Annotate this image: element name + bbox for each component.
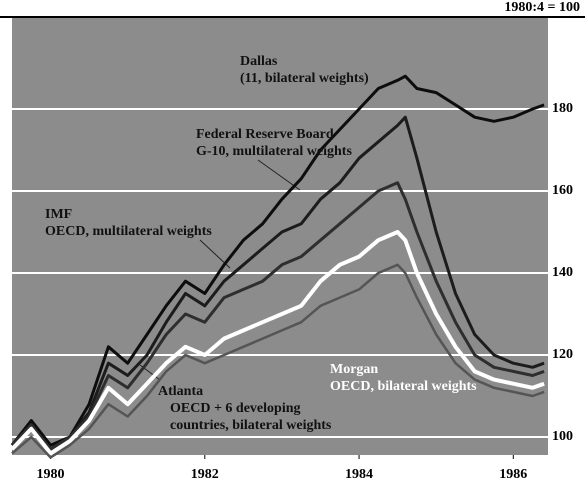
leader-line [257, 159, 301, 191]
series-note: (11, bilateral weights) [240, 71, 369, 86]
series-note: OECD + 6 developing [170, 401, 301, 416]
x-tick-label: 1982 [191, 467, 219, 482]
series-line [10, 181, 545, 451]
y-tick-label: 180 [552, 101, 573, 116]
series-line [11, 263, 545, 459]
series-line [10, 74, 545, 447]
annotation: 1980:4 = 100 [504, 0, 580, 15]
y-tick-label: 140 [552, 265, 573, 280]
series-label: Atlanta [158, 384, 203, 399]
y-tick-label: 160 [552, 183, 573, 198]
series-line [10, 115, 545, 451]
series-label: Dallas [240, 54, 278, 69]
series-note: countries, bilateral weights [170, 418, 332, 433]
series-note: G-10, multilateral weights [196, 144, 352, 159]
series-label: IMF [45, 207, 72, 222]
x-tick-label: 1980 [37, 467, 65, 482]
series-label: Morgan [330, 362, 378, 377]
series-note: OECD, multilateral weights [45, 224, 212, 239]
series-line [10, 230, 545, 456]
y-tick-label: 100 [552, 429, 573, 444]
x-tick-label: 1984 [345, 467, 373, 482]
x-tick-label: 1986 [499, 467, 527, 482]
y-tick-label: 120 [552, 347, 573, 362]
series-note: OECD, bilateral weights [330, 379, 477, 394]
series-label: Federal Reserve Board [196, 127, 334, 142]
